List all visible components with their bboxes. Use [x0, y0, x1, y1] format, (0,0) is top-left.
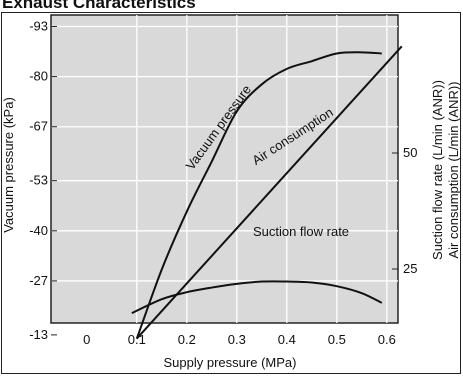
suction-flow-rate-annotation: Suction flow rate — [253, 224, 349, 239]
y-left-tick-label: -53 — [29, 173, 48, 188]
chart-title: Exhaust Characteristics — [2, 0, 196, 12]
air-consumption-line — [136, 45, 403, 340]
y-left-tick-label: -93 — [29, 18, 48, 33]
grid-lines — [51, 15, 398, 336]
x-tick-label: 0.2 — [178, 332, 196, 347]
suction-flow-rate-line — [131, 280, 383, 314]
y-right-tick-label: 25 — [403, 261, 417, 276]
x-tick-labels: 0 0.1 0.2 0.3 0.4 0.5 0.6 — [83, 332, 396, 347]
chart-frame — [1, 12, 461, 374]
vacuum-pressure-line — [135, 51, 382, 340]
series-lines — [131, 45, 403, 340]
x-tick-label: 0.4 — [278, 332, 296, 347]
y-right-axis-label-suction: Suction flow rate (L/min (ANR)) — [430, 80, 445, 260]
y-left-tick-label: -40 — [29, 223, 48, 238]
y-right-tick-label: 50 — [403, 145, 417, 160]
y-right-axis-label-air: Air consumption (L/min (ANR)) — [446, 82, 461, 259]
y-left-tick-labels: -93 -80 -67 -53 -40 -27 -13 — [29, 18, 48, 341]
y-left-tick-label: -67 — [29, 119, 48, 134]
plot-area — [50, 14, 399, 324]
x-axis-label: Supply pressure (MPa) — [164, 355, 297, 370]
x-tick-label: 0.6 — [378, 332, 396, 347]
x-tick-label: 0.1 — [128, 332, 146, 347]
y-left-tick-label: -13 — [29, 327, 48, 342]
x-tick-label: 0.3 — [228, 332, 246, 347]
y-left-tick-label: -80 — [29, 69, 48, 84]
y-left-tick-label: -27 — [29, 273, 48, 288]
x-tick-label: 0 — [83, 332, 90, 347]
x-tick-label: 0.5 — [328, 332, 346, 347]
y-left-axis-label: Vacuum pressure (kPa) — [1, 97, 16, 233]
y-right-tick-labels: 25 50 — [403, 145, 417, 276]
